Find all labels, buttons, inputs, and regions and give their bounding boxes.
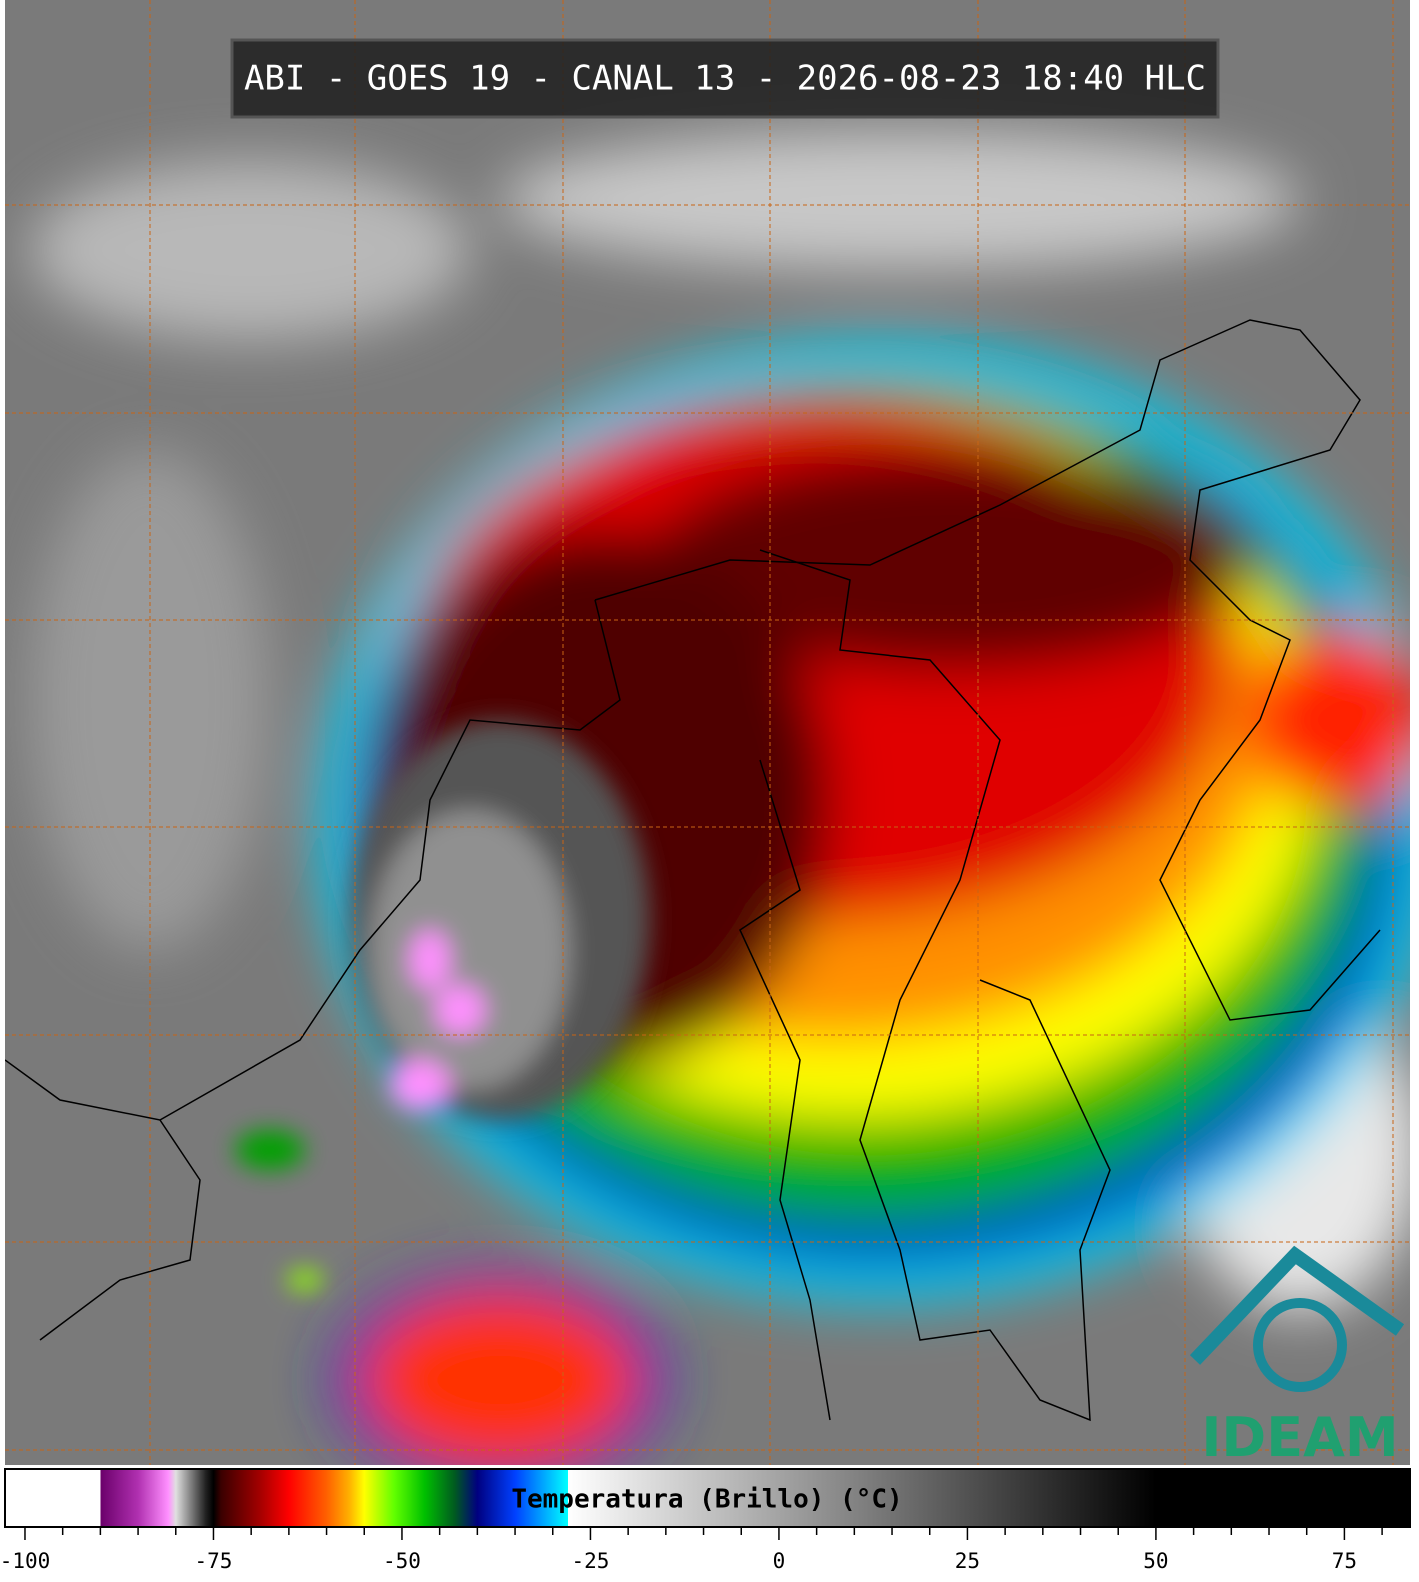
colorbar-label: Temperatura (Brillo) (°C) [511, 1485, 902, 1515]
tick-label: 0 [773, 1549, 786, 1573]
tick-label: 25 [955, 1549, 980, 1573]
tick-label: -100 [0, 1549, 50, 1573]
title-box [230, 38, 1220, 119]
tick-label: 75 [1332, 1549, 1357, 1573]
tick-label: -25 [571, 1549, 609, 1573]
title: ABI - GOES 19 - CANAL 13 - 2026-08-23 18… [244, 59, 1206, 99]
tick-label: -50 [383, 1549, 421, 1573]
tick-label: -75 [195, 1549, 233, 1573]
logo: IDEAM [1201, 1406, 1398, 1469]
satellite-map: IDEAM [5, 0, 1410, 1469]
colorbar [4, 1468, 1411, 1528]
tick-label: 50 [1143, 1549, 1168, 1573]
